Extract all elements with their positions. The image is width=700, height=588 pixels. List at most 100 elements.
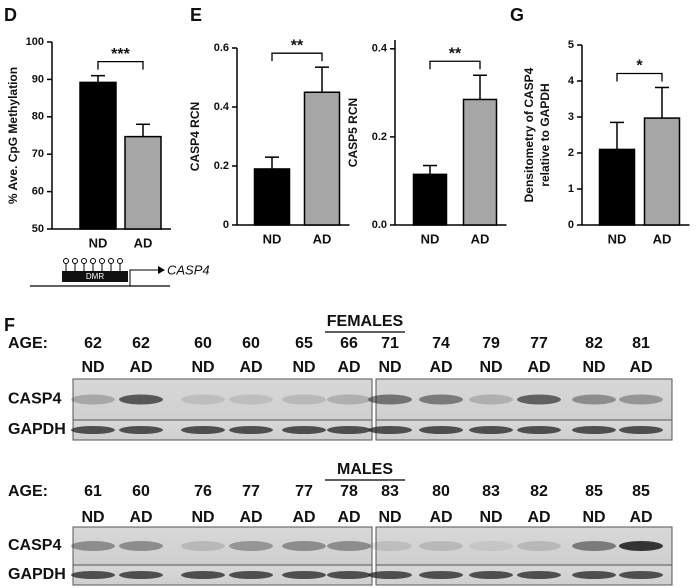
significance-label: ***: [111, 46, 130, 63]
band: [327, 394, 371, 405]
band: [282, 571, 326, 579]
panel-letter: G: [510, 5, 524, 25]
y-tick-label: 4: [568, 75, 575, 87]
status: ND: [81, 509, 104, 526]
status: AD: [527, 359, 550, 376]
band: [368, 394, 412, 405]
status: ND: [582, 359, 605, 376]
age: 85: [585, 483, 603, 500]
band: [181, 541, 225, 551]
band: [419, 571, 463, 579]
x-tick-label: AD: [471, 231, 490, 246]
band: [119, 571, 163, 579]
y-tick-label: 100: [26, 36, 44, 48]
band: [619, 426, 663, 434]
band: [71, 394, 115, 405]
band: [419, 426, 463, 434]
significance-label: **: [291, 37, 304, 54]
band: [181, 394, 225, 405]
status: AD: [292, 509, 315, 526]
bar: [303, 91, 341, 226]
y-tick-label: 70: [32, 148, 44, 160]
age: 83: [482, 483, 500, 500]
status: AD: [129, 359, 152, 376]
status: AD: [429, 359, 452, 376]
promoter-diagram: DMR CASP4: [30, 258, 210, 287]
y-tick-label: 0: [568, 219, 574, 231]
y-axis-label: Densitometry of CASP4: [522, 67, 536, 202]
band: [368, 571, 412, 579]
y-tick-label: 1: [568, 183, 574, 195]
age: 61: [84, 483, 102, 500]
status: ND: [479, 359, 502, 376]
status: AD: [337, 359, 360, 376]
age-label: AGE:: [8, 483, 48, 500]
band: [282, 541, 326, 551]
band: [619, 541, 663, 551]
status: AD: [527, 509, 550, 526]
panel-letter: D: [4, 5, 17, 25]
status: AD: [429, 509, 452, 526]
age: 62: [84, 335, 102, 352]
age: 60: [132, 483, 150, 500]
y-tick-label: 0.4: [214, 101, 230, 113]
status: AD: [239, 509, 262, 526]
bar: [643, 117, 681, 226]
status: ND: [378, 359, 401, 376]
y-tick-label: 60: [32, 186, 44, 198]
band: [71, 426, 115, 434]
band: [572, 571, 616, 579]
age: 83: [381, 483, 399, 500]
bar: [598, 148, 636, 226]
bar: [462, 98, 498, 226]
band: [419, 394, 463, 405]
band: [469, 541, 513, 551]
dmr-label: DMR: [86, 272, 104, 281]
bar: [124, 135, 162, 230]
band: [229, 426, 273, 434]
bar: [253, 168, 291, 226]
age: 81: [632, 335, 650, 352]
status: ND: [292, 359, 315, 376]
status: ND: [378, 509, 401, 526]
age: 79: [482, 335, 500, 352]
age: 77: [530, 335, 548, 352]
y-tick-label: 0.0: [372, 219, 387, 231]
band: [572, 541, 616, 551]
band: [517, 394, 561, 405]
age: 82: [585, 335, 603, 352]
age: 74: [432, 335, 450, 352]
row-label: CASP4: [8, 537, 61, 554]
x-tick-label: ND: [608, 231, 627, 246]
band: [368, 426, 412, 434]
significance-label: *: [636, 58, 643, 75]
y-axis-label: CASP4 RCN: [188, 102, 202, 171]
band: [71, 541, 115, 551]
band: [517, 541, 561, 551]
band: [619, 571, 663, 579]
band: [327, 541, 371, 551]
band: [327, 426, 371, 434]
band: [572, 426, 616, 434]
significance-bracket: [429, 60, 481, 70]
y-axis-label: relative to GAPDH: [538, 83, 552, 186]
significance-bracket: [616, 72, 663, 82]
band: [517, 426, 561, 434]
band: [469, 394, 513, 405]
group-title: FEMALES: [327, 313, 404, 330]
band: [282, 426, 326, 434]
age-label: AGE:: [8, 335, 48, 352]
status: AD: [129, 509, 152, 526]
band: [71, 571, 115, 579]
band: [619, 394, 663, 405]
band: [419, 541, 463, 551]
row-label: CASP4: [8, 391, 61, 408]
bar: [412, 173, 448, 226]
blot-image: [72, 526, 373, 566]
age: 77: [295, 483, 313, 500]
age: 65: [295, 335, 313, 352]
status: ND: [479, 509, 502, 526]
x-tick-label: ND: [89, 235, 108, 250]
band: [181, 571, 225, 579]
y-tick-label: 3: [568, 111, 574, 123]
